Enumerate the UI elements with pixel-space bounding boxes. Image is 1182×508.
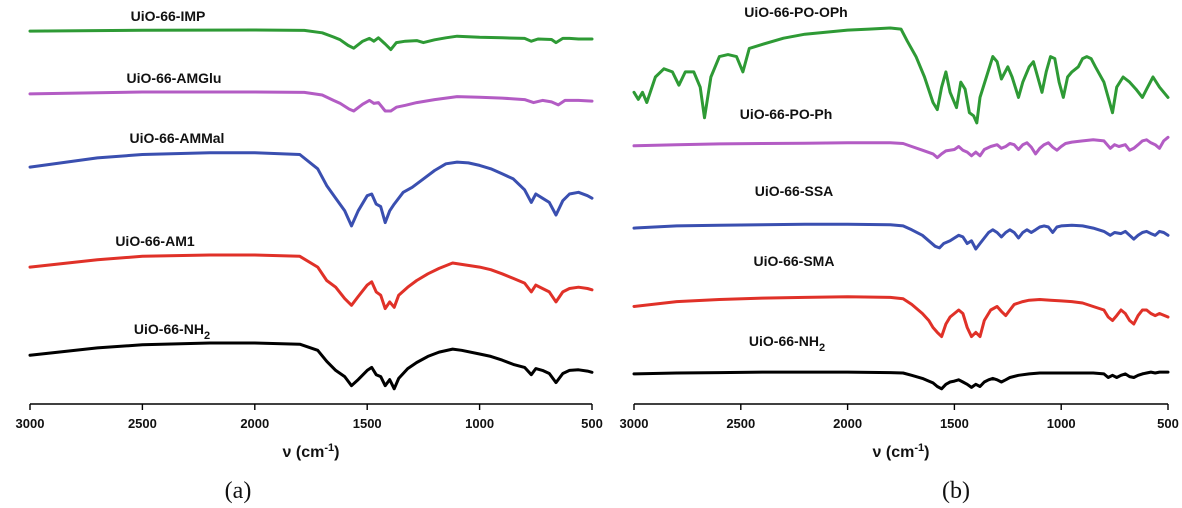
series-line-uio-66-am1 bbox=[28, 253, 594, 311]
x-tick-label: 2500 bbox=[726, 416, 755, 431]
x-tick-label: 1000 bbox=[465, 416, 494, 431]
x-tick-label: 1500 bbox=[353, 416, 382, 431]
x-tick-label: 500 bbox=[581, 416, 603, 431]
series-line-uio-66-ssa bbox=[632, 222, 1170, 251]
panel-b-chart: UiO-66-PO-OPh UiO-66-PO-Ph UiO-66-SSA UiO-6… bbox=[620, 4, 1179, 504]
series-label-uio-66-nh2: UiO-66-NH2 bbox=[134, 321, 210, 342]
x-tick-label: 2000 bbox=[240, 416, 269, 431]
series-label-uio-66-amglu: UiO-66-AMGlu bbox=[127, 70, 222, 86]
series-lines bbox=[28, 28, 594, 391]
x-tick-label: 1500 bbox=[940, 416, 969, 431]
panel-a-chart: UiO-66-IMP UiO-66-AMGlu UiO-66-AMMal UiO-66… bbox=[16, 8, 603, 504]
series-labels: UiO-66-IMP UiO-66-AMGlu UiO-66-AMMal UiO-66… bbox=[115, 8, 224, 342]
series-line-uio-66-sma bbox=[632, 295, 1170, 339]
x-axis-label: ν (cm-1) bbox=[873, 442, 930, 461]
series-label-uio-66-ssa: UiO-66-SSA bbox=[755, 183, 834, 199]
series-line-uio-66-ammal bbox=[28, 151, 594, 228]
x-tick-label: 2500 bbox=[128, 416, 157, 431]
x-ticks: 3000 2500 2000 1500 1000 500 bbox=[16, 404, 603, 431]
series-label-uio-66-po-oph: UiO-66-PO-OPh bbox=[744, 4, 847, 20]
series-label-uio-66-am1: UiO-66-AM1 bbox=[115, 233, 195, 249]
panel-label-a: (a) bbox=[225, 478, 252, 504]
series-line-uio-66-po-oph bbox=[632, 26, 1170, 125]
x-tick-label: 2000 bbox=[833, 416, 862, 431]
x-tick-label: 1000 bbox=[1047, 416, 1076, 431]
series-labels: UiO-66-PO-OPh UiO-66-PO-Ph UiO-66-SSA UiO-6… bbox=[740, 4, 848, 354]
x-tick-label: 500 bbox=[1157, 416, 1179, 431]
series-label-uio-66-nh2: UiO-66-NH2 bbox=[749, 333, 825, 354]
series-line-uio-66-nh2 bbox=[28, 341, 594, 391]
series-label-uio-66-po-ph: UiO-66-PO-Ph bbox=[740, 106, 833, 122]
series-line-uio-66-po-ph bbox=[632, 135, 1170, 160]
series-line-uio-66-imp bbox=[28, 28, 594, 52]
series-line-uio-66-nh2 bbox=[632, 370, 1170, 391]
x-tick-label: 3000 bbox=[620, 416, 649, 431]
series-label-uio-66-ammal: UiO-66-AMMal bbox=[130, 130, 225, 146]
x-axis-label: ν (cm-1) bbox=[283, 442, 340, 461]
series-label-uio-66-sma: UiO-66-SMA bbox=[754, 253, 835, 269]
series-lines bbox=[632, 26, 1170, 391]
series-label-uio-66-imp: UiO-66-IMP bbox=[131, 8, 206, 24]
x-tick-label: 3000 bbox=[16, 416, 45, 431]
x-ticks: 3000 2500 2000 1500 1000 500 bbox=[620, 404, 1179, 431]
panel-label-b: (b) bbox=[942, 478, 970, 504]
series-line-uio-66-amglu bbox=[28, 90, 594, 113]
